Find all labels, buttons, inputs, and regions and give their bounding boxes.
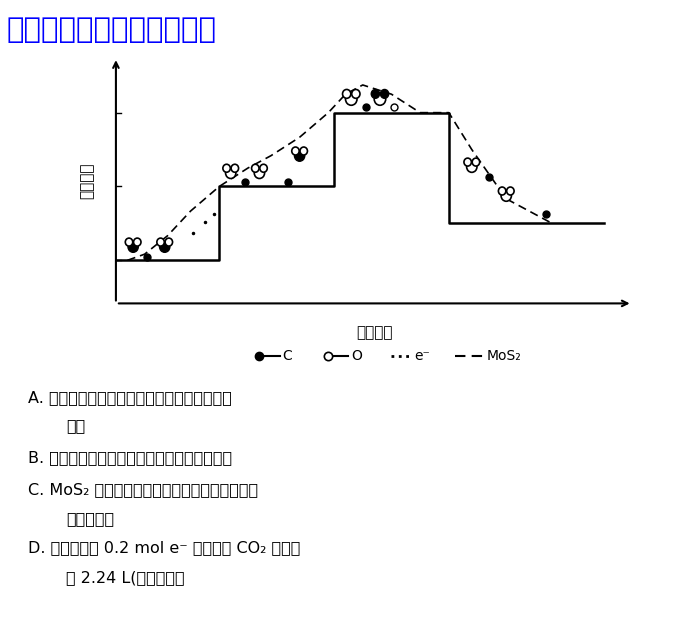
Circle shape	[464, 158, 471, 166]
Text: 为 2.24 L(标准状况）: 为 2.24 L(标准状况）	[66, 570, 185, 585]
Circle shape	[254, 167, 265, 178]
Text: MoS₂: MoS₂	[486, 349, 521, 363]
Text: e⁻: e⁻	[414, 349, 430, 363]
Circle shape	[346, 93, 357, 105]
Circle shape	[371, 89, 379, 98]
Circle shape	[231, 164, 239, 173]
Circle shape	[380, 89, 389, 98]
Circle shape	[467, 161, 477, 173]
Circle shape	[507, 187, 514, 195]
Circle shape	[295, 150, 304, 161]
Circle shape	[223, 164, 230, 173]
Circle shape	[165, 238, 173, 246]
Text: 微信公众号关注：趣找答案: 微信公众号关注：趣找答案	[7, 16, 217, 44]
Text: C. MoS₂ 催化剂通过降低电极反应的活化能使反: C. MoS₂ 催化剂通过降低电极反应的活化能使反	[28, 482, 258, 497]
Circle shape	[260, 164, 267, 173]
Text: O: O	[351, 349, 362, 363]
Circle shape	[292, 147, 299, 155]
Text: D. 电极上失去 0.2 mol e⁻ 时，生成 CO₂ 的体积: D. 电极上失去 0.2 mol e⁻ 时，生成 CO₂ 的体积	[28, 540, 300, 555]
Circle shape	[134, 238, 141, 246]
Circle shape	[128, 242, 139, 252]
Circle shape	[225, 167, 236, 178]
Circle shape	[125, 238, 133, 246]
Circle shape	[501, 190, 512, 201]
Text: A. 反应历程中存在极性键和非极性键的断裂和: A. 反应历程中存在极性键和非极性键的断裂和	[28, 390, 232, 404]
Text: B. 反应历程中涉及电子转移的变化均吸收能量: B. 反应历程中涉及电子转移的变化均吸收能量	[28, 450, 232, 465]
Text: 形成: 形成	[66, 419, 85, 433]
Text: 相对能量: 相对能量	[80, 162, 94, 199]
Circle shape	[342, 89, 351, 98]
Circle shape	[498, 187, 506, 195]
Circle shape	[157, 238, 164, 246]
Circle shape	[374, 93, 386, 105]
Circle shape	[251, 164, 259, 173]
Text: 反应历程: 反应历程	[356, 325, 393, 340]
Text: 应速率加快: 应速率加快	[66, 511, 115, 526]
Circle shape	[160, 242, 170, 252]
Circle shape	[351, 89, 360, 98]
Text: C: C	[282, 349, 292, 363]
Circle shape	[473, 158, 480, 166]
Circle shape	[300, 147, 307, 155]
